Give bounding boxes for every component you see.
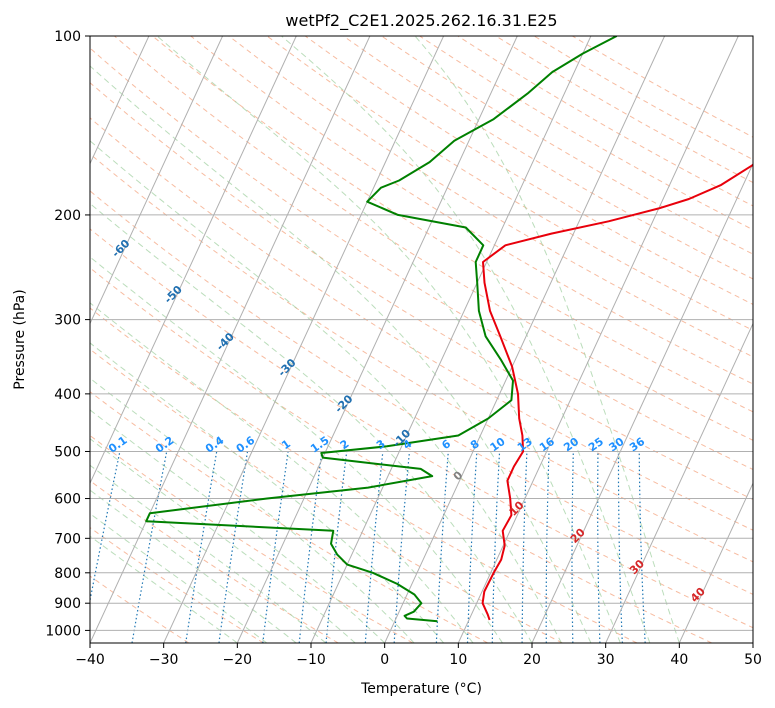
mixing-ratio-line <box>466 451 478 643</box>
x-tick-label: −40 <box>75 652 105 668</box>
x-tick-label: −30 <box>149 652 179 668</box>
x-axis-label: Temperature (°C) <box>360 681 482 697</box>
mixing-ratio-line <box>393 451 411 643</box>
mixing-ratio-lines <box>90 451 646 643</box>
dry-adiabat-line <box>90 267 712 643</box>
x-tick-label: 40 <box>670 652 688 668</box>
temperature-profile <box>481 163 753 621</box>
isotherm-line <box>605 322 753 643</box>
y-tick-label: 400 <box>54 387 81 403</box>
y-tick-label: 300 <box>54 313 81 329</box>
dewpoint-profile <box>145 36 618 623</box>
dry-adiabat-line <box>90 117 753 531</box>
y-tick-label: 100 <box>54 29 81 45</box>
isotherm-line <box>90 36 150 165</box>
mixing-ratio-line <box>325 451 348 643</box>
moist-adiabat-line <box>90 302 474 643</box>
isotherm-line <box>163 36 445 643</box>
dry-adiabat-line <box>90 190 753 595</box>
moist-adiabat-line <box>90 256 503 643</box>
y-tick-label: 700 <box>54 531 81 547</box>
x-tick-label: 10 <box>449 652 467 668</box>
moist-adiabat-line <box>90 409 386 643</box>
isotherm-line <box>90 36 371 643</box>
mixing-ratio-line <box>262 451 289 643</box>
mixing-ratio-line <box>435 451 449 643</box>
mixing-ratio-line <box>491 451 501 643</box>
dry-adiabat-line <box>90 307 638 643</box>
moist-adiabat-line <box>90 202 533 643</box>
mixing-ratio-line <box>298 451 323 643</box>
x-tick-label: −20 <box>223 652 253 668</box>
plot-frame <box>89 35 754 644</box>
x-tick-label: 20 <box>523 652 541 668</box>
isotherm-line <box>90 36 224 325</box>
y-axis-label: Pressure (hPa) <box>12 289 28 389</box>
dry-adiabat-line <box>90 434 414 643</box>
dry-adiabat-line <box>90 480 339 643</box>
y-axis-ticks: 100 200 300 400 500 600 700 800 900 1000 <box>45 29 90 639</box>
dry-adiabat-line <box>90 228 753 629</box>
y-tick-label: 800 <box>54 566 81 582</box>
pressure-gridlines <box>90 36 753 631</box>
mixing-ratio-line <box>571 451 574 643</box>
dry-adiabat-line <box>90 348 563 643</box>
dry-adiabat-line <box>304 36 753 305</box>
x-tick-label: −10 <box>296 652 326 668</box>
dry-adiabat-line <box>90 82 753 501</box>
isotherm-line <box>531 162 753 643</box>
profile-lines <box>145 36 753 623</box>
x-tick-label: 30 <box>597 652 615 668</box>
mixing-ratio-line <box>545 451 550 643</box>
moist-adiabat-line <box>156 36 621 643</box>
dry-adiabat-line <box>114 36 753 441</box>
mixing-ratio-line <box>521 451 528 643</box>
moist-adiabat-line <box>90 438 356 643</box>
y-tick-label: 200 <box>54 208 81 224</box>
plot-area: 0.10.20.40.611.52346810131620253036-100-… <box>90 36 753 643</box>
x-tick-label: 50 <box>744 652 762 668</box>
mixing-ratio-line <box>597 451 601 643</box>
x-tick-label: 0 <box>380 652 389 668</box>
y-tick-label: 1000 <box>45 623 81 639</box>
moist-adiabat-line <box>90 513 268 643</box>
y-tick-label: 500 <box>54 444 81 460</box>
moist-adiabat-line <box>90 535 238 643</box>
mixing-ratio-line <box>638 451 646 643</box>
moist-adiabat-line <box>281 36 651 643</box>
dry-adiabat-line <box>266 36 753 331</box>
isotherm-line <box>236 36 518 643</box>
moist-adiabat-line <box>90 377 415 643</box>
x-axis-ticks: −40 −30 −20 −10 0 10 20 30 40 50 <box>75 643 762 668</box>
isotherm-line <box>384 36 666 643</box>
isotherm-line <box>90 36 297 485</box>
mixing-ratio-line <box>617 451 623 643</box>
mixing-ratio-line <box>364 451 384 643</box>
y-tick-label: 900 <box>54 596 81 612</box>
isotherm-line <box>310 36 592 643</box>
moist-adiabat-line <box>90 65 592 643</box>
y-tick-label: 600 <box>54 492 81 508</box>
chart-title: wetPf2_C2E1.2025.262.16.31.E25 <box>285 11 557 31</box>
dry-adiabat-line <box>90 575 190 643</box>
isotherm-line <box>678 482 753 643</box>
moist-adiabat-line <box>414 36 680 643</box>
moist-adiabat-line <box>90 140 562 643</box>
